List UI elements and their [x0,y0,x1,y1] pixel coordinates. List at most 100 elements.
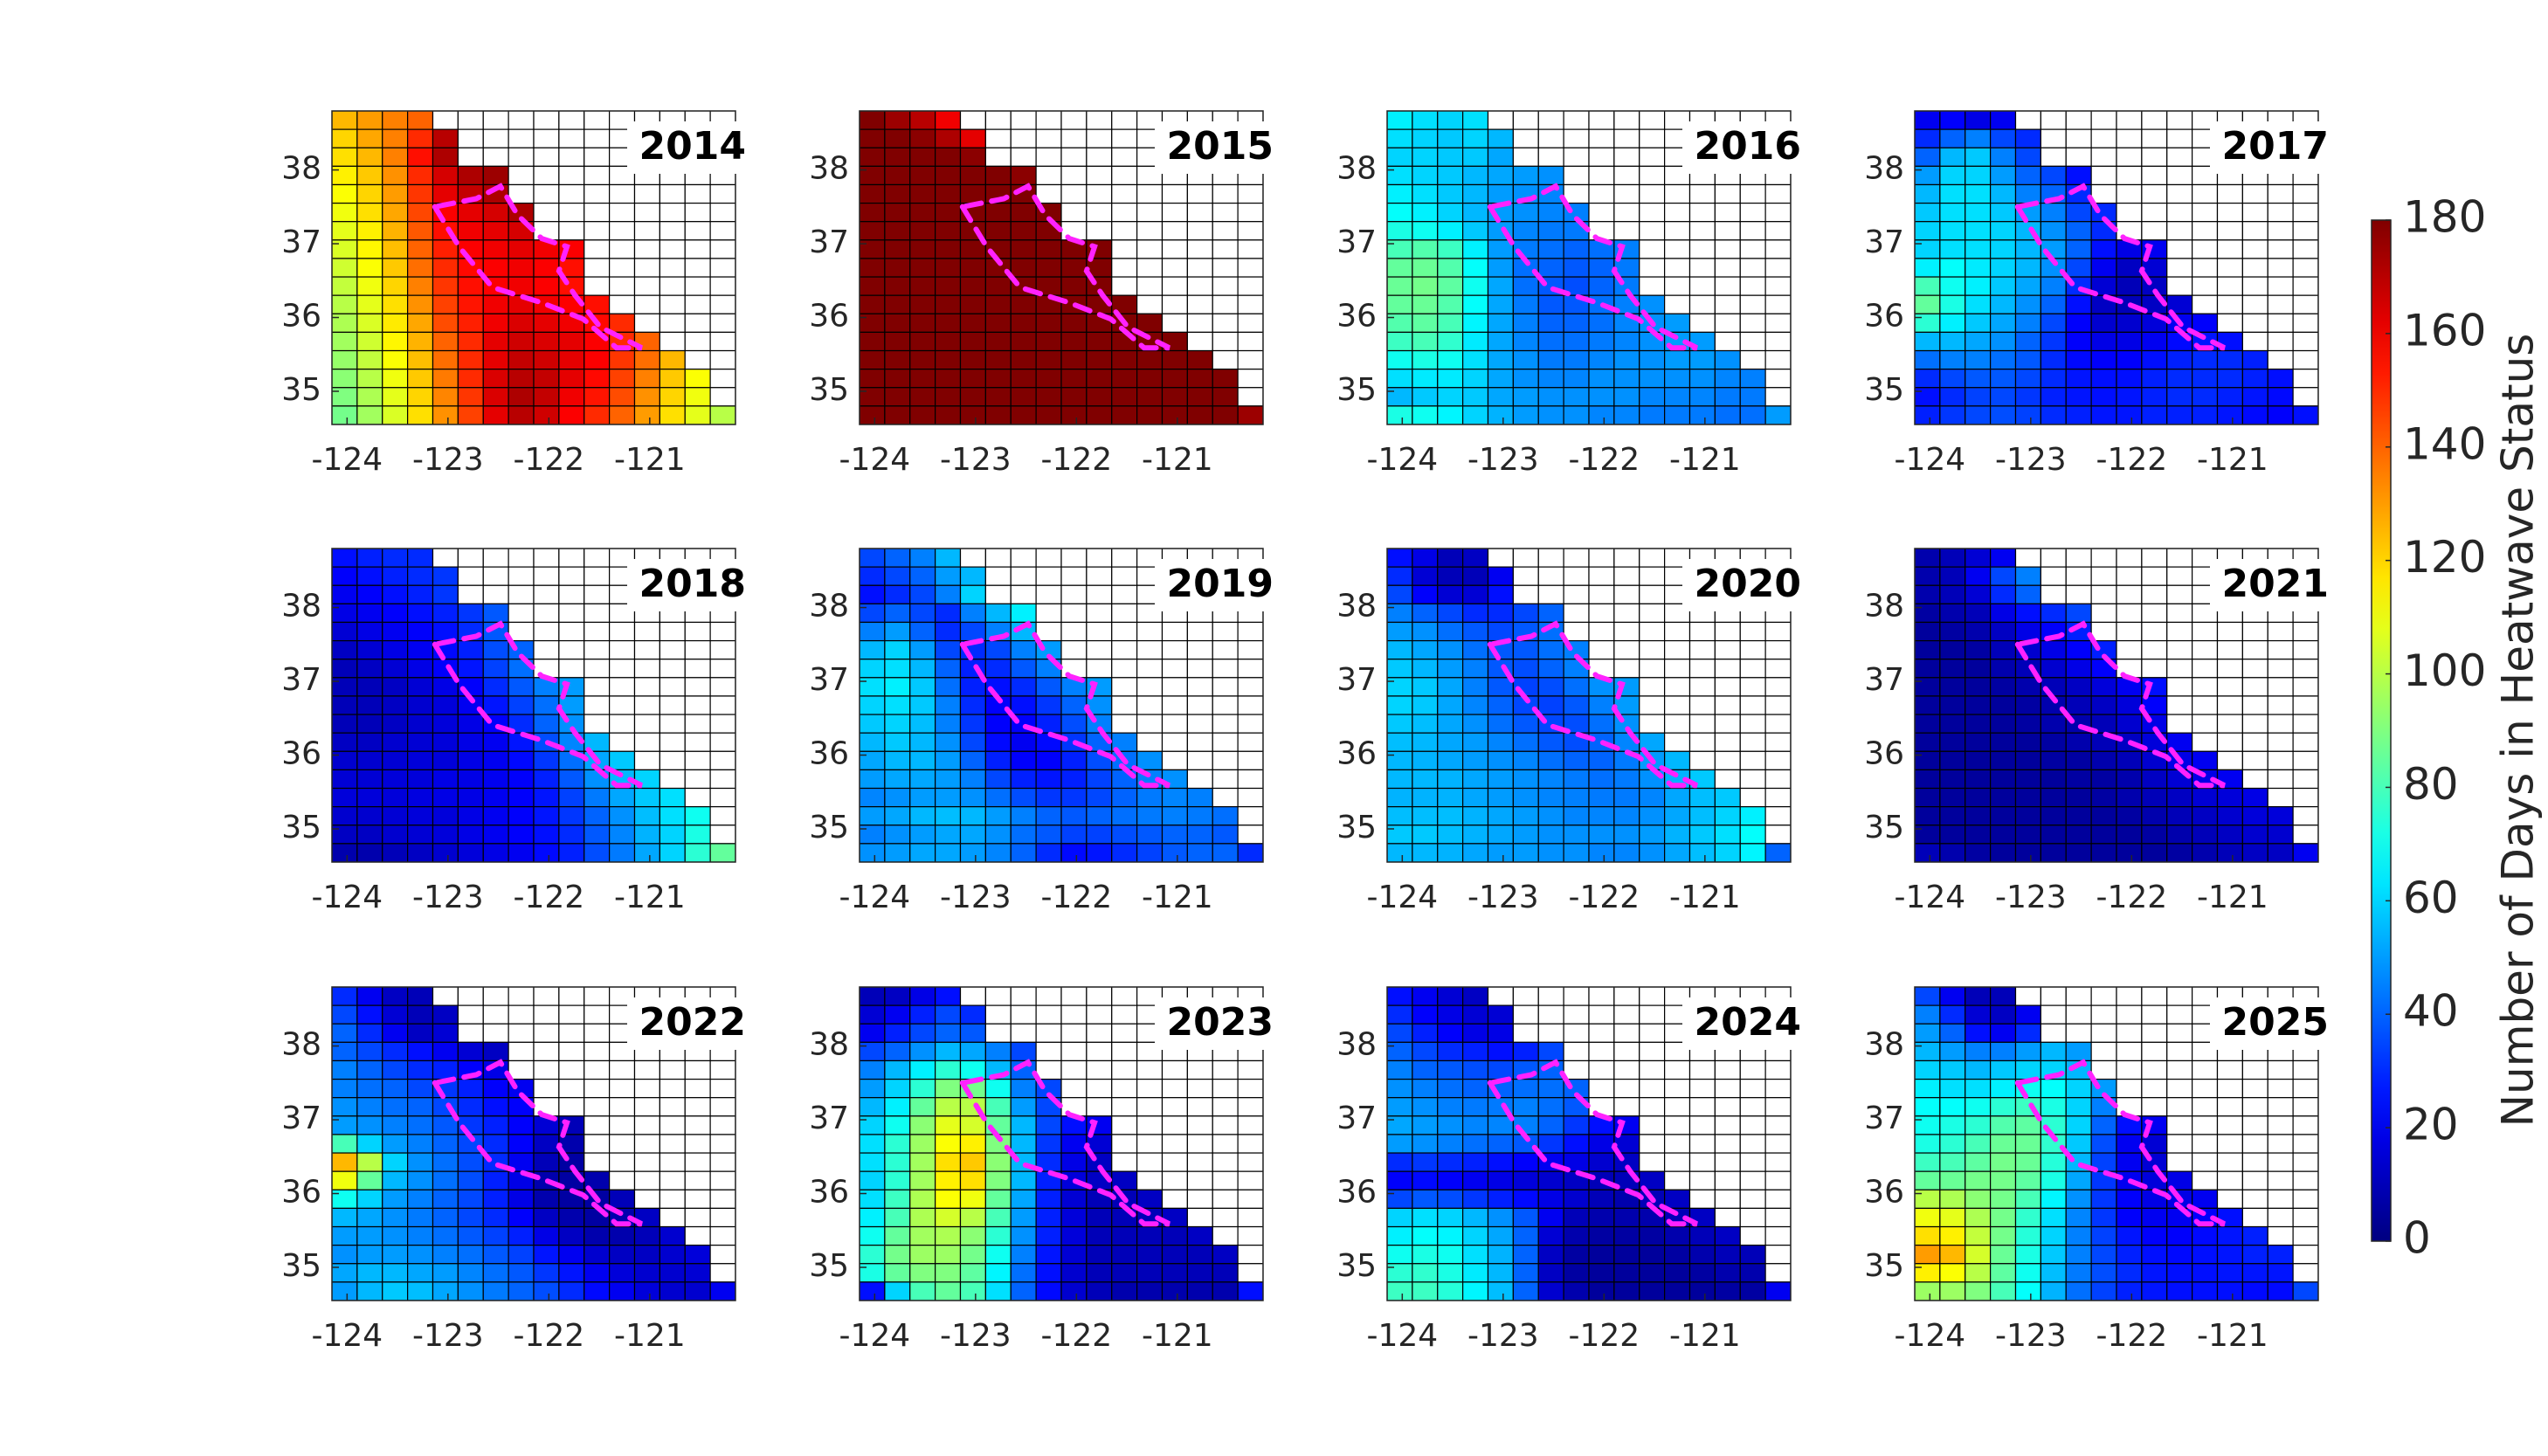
heat-cell [1136,659,1164,679]
heat-cell [709,621,735,642]
heat-cell [1639,147,1666,167]
heat-cell [909,387,936,407]
heat-cell [2216,1263,2243,1283]
heat-cell [1915,843,1941,862]
heat-cell [659,313,686,334]
heat-cell [1412,202,1439,223]
heat-cell [884,1097,911,1117]
heat-cell [1387,1225,1413,1246]
heat-cell [1965,806,1992,826]
heat-cell [2292,621,2318,642]
heat-cell [1010,202,1037,223]
heat-cell [356,843,383,862]
heat-cell [659,695,686,715]
heat-cell [457,639,484,660]
heat-cell [1086,1207,1113,1228]
heat-cell [1462,1281,1489,1301]
heat-cell [1111,987,1138,1006]
heat-cell [356,183,383,204]
heat-cell [1186,843,1213,862]
panel-title: 2021 [2222,562,2329,606]
heat-cell [935,714,962,734]
heat-cell [1462,1245,1489,1265]
heat-cell [1965,183,1992,204]
heat-cell [935,165,962,186]
heat-cell [1588,1041,1615,1062]
heat-cell [457,128,484,148]
heat-cell [2141,584,2168,604]
heat-cell [1412,349,1439,370]
heat-cell [860,732,886,752]
x-tick-label: -121 [1142,880,1213,915]
heat-cell [1010,1134,1037,1154]
heat-cell [2166,165,2193,186]
heat-cell [407,239,434,259]
heat-cell [533,331,560,352]
heat-cell [1136,677,1164,697]
heat-cell [1387,111,1413,130]
heat-cell [1086,405,1113,424]
heat-cell [407,331,434,352]
heat-cell [1186,732,1213,752]
heat-cell [1588,331,1615,352]
heat-cell [583,1281,611,1301]
heat-cell [609,732,636,752]
heat-cell [2065,165,2092,186]
heat-cell [2192,1281,2219,1301]
heat-cell [1512,806,1539,826]
region-outline [432,183,643,351]
heat-cell [1512,1189,1539,1210]
heat-cell [1161,1281,1188,1301]
heat-cell [884,405,911,424]
heat-cell [1086,165,1113,186]
heat-cell [633,677,660,697]
heat-cell [1487,787,1514,808]
heat-cell [884,1245,911,1265]
heat-cell [2192,787,2219,808]
heat-cell [1990,787,2017,808]
heat-cell [583,1263,611,1283]
heat-cell [709,750,735,771]
heat-cell [583,1023,611,1043]
heat-cell [1563,549,1590,568]
y-tick-label: 35 [809,372,849,408]
heat-cell [1035,987,1062,1006]
heat-cell [457,1170,484,1190]
heat-cell [356,276,383,296]
heat-cell [558,566,585,586]
heat-cell [1965,1115,1992,1135]
heat-cell [2166,111,2193,130]
heat-cell [533,1207,560,1228]
heat-cell [860,1078,886,1099]
heat-cell [1537,405,1564,424]
heat-cell [533,825,560,845]
heat-cell [1965,787,1992,808]
heat-cell [1915,769,1941,790]
heat-cell [1136,787,1164,808]
heat-cell [959,566,986,586]
x-tick-label: -124 [839,880,910,915]
heat-cell [884,1207,911,1228]
heat-cell [1939,1152,1966,1172]
heat-cell [1437,1281,1464,1301]
heat-cell [984,331,1012,352]
heat-cell [860,202,886,223]
heat-cell [332,221,358,241]
heat-cell [709,659,735,679]
heat-cell [508,111,535,130]
heat-cell [1010,239,1037,259]
axes-frame [1914,986,2319,1301]
heat-cell [2065,1170,2092,1190]
heat-cell [1111,1263,1138,1283]
heat-cell [1965,369,1992,389]
heat-cell [432,294,459,314]
heat-cell [2090,313,2117,334]
heat-cell [1387,584,1413,604]
heat-cell [1764,825,1791,845]
heat-cell [356,1189,383,1210]
heat-cell [959,258,986,278]
heat-cell [2166,183,2193,204]
heat-cell [1512,221,1539,241]
heat-cell [1462,369,1489,389]
heat-cell [382,387,409,407]
